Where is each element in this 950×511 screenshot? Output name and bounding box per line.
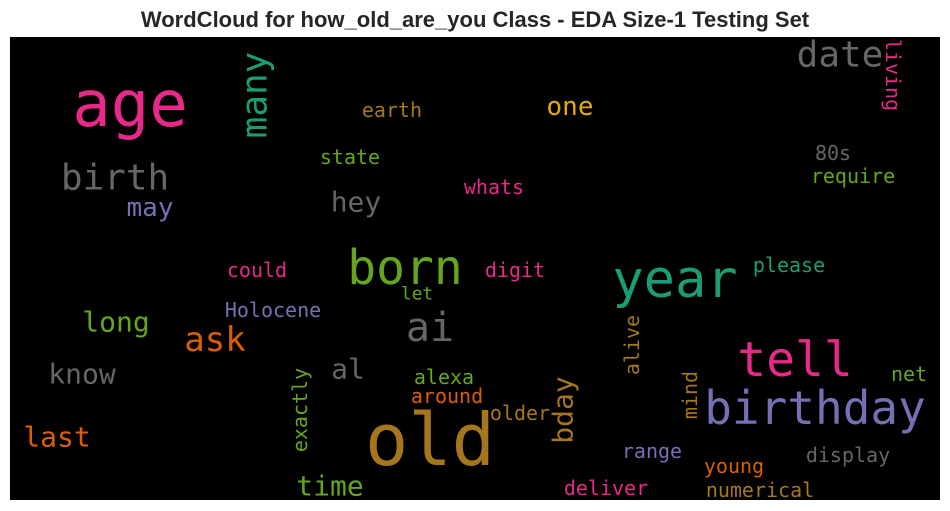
word: could [227,258,287,282]
word: born [347,240,463,296]
word: old [365,398,495,482]
cloud-background [10,37,940,500]
word: mind [678,371,702,419]
chart-title: WordCloud for how_old_are_you Class - ED… [141,7,810,32]
word: please [753,253,825,277]
word: net [891,362,927,386]
word: whats [464,175,524,199]
word: hey [331,186,382,219]
word: last [23,421,90,454]
word: older [490,401,550,425]
word: require [811,164,895,188]
word: 80s [815,141,851,165]
word: digit [485,258,545,282]
word: alexa [414,365,474,389]
word: display [806,443,890,467]
word: al [331,353,365,386]
word: year [612,250,737,310]
word: exactly [288,368,312,452]
word: state [320,145,380,169]
word: know [48,358,116,391]
word: birth [61,158,169,199]
word: bday [547,376,580,443]
word: young [704,454,764,478]
word: let [401,284,434,305]
word: numerical [706,478,814,502]
word: age [72,68,188,142]
word: Holocene [225,298,321,322]
word: ask [184,320,245,360]
word: earth [362,98,422,122]
word: range [622,439,682,463]
word: ai [406,305,454,351]
word: long [82,306,149,339]
word: birthday [704,381,926,435]
word: one [547,92,594,122]
word: alive [620,315,644,375]
word: tell [737,332,853,388]
word: date [797,35,884,76]
word: around [411,384,483,408]
word: may [127,193,174,223]
word: living [881,39,905,111]
word: time [296,470,363,503]
word: many [235,52,276,139]
word: deliver [564,476,648,500]
